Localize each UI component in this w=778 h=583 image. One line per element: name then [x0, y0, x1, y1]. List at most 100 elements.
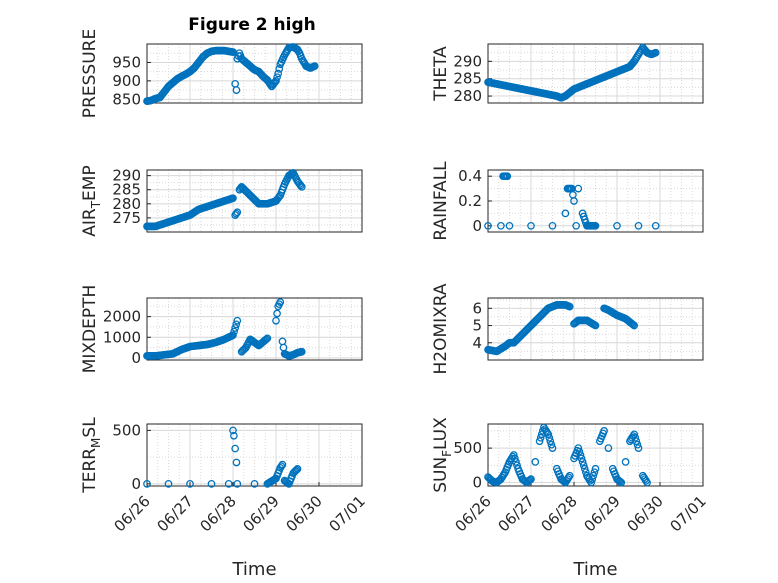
data-point	[579, 461, 588, 470]
y-axis-label: RAINFALL	[431, 161, 451, 241]
data-point	[559, 476, 568, 485]
data-point	[164, 480, 173, 488]
data-point	[590, 468, 599, 477]
y-axis-label: MIXDEPTH	[80, 285, 100, 374]
data-point	[628, 319, 636, 328]
y-tick-label: 280	[453, 87, 482, 105]
data-point	[232, 209, 241, 218]
data-point	[297, 183, 306, 191]
x-tick-label: 07/01	[326, 492, 369, 535]
data-point	[292, 466, 301, 474]
axes-box	[487, 423, 704, 487]
data-point	[526, 476, 534, 484]
data-point	[497, 221, 505, 230]
y-tick-label: 5	[472, 317, 482, 335]
data-point	[569, 190, 577, 199]
x-axis-label: Time	[231, 559, 276, 580]
data-point	[589, 471, 598, 480]
y-tick-label: 0	[472, 474, 482, 492]
x-tick-label: 06/30	[283, 492, 326, 535]
y-tick-label: 0	[472, 217, 482, 235]
data-point	[229, 331, 237, 340]
data-point	[293, 465, 302, 473]
data-point	[574, 184, 583, 193]
y-tick-label: 290	[453, 52, 482, 70]
data-point	[509, 451, 518, 459]
subplot-6: 0 500 TERRMSL 06/26 06/27 06/28 06/29 06/30 07/0…	[80, 417, 369, 580]
data-point	[278, 460, 287, 469]
data-point	[272, 316, 280, 325]
data-point	[565, 471, 574, 480]
data-point	[535, 437, 544, 446]
data-point	[229, 426, 237, 435]
data-point	[505, 221, 514, 230]
data-point	[613, 221, 621, 230]
y-tick-label: 950	[112, 53, 141, 71]
y-tick-label: 285	[453, 70, 482, 88]
subplot-3: 0 0.2 0.4 RAINFALL	[431, 161, 704, 241]
data-point	[261, 336, 270, 344]
y-tick-label: 900	[112, 72, 141, 90]
data-point	[633, 440, 642, 449]
data-point	[617, 478, 626, 487]
y-tick-label: 0	[131, 475, 141, 493]
data-point	[207, 480, 216, 488]
data-point	[511, 454, 519, 463]
data-point	[616, 477, 625, 486]
data-point	[229, 194, 237, 203]
data-point	[580, 464, 589, 473]
data-point	[538, 427, 547, 435]
y-tick-label: 2000	[103, 308, 141, 326]
data-point	[233, 316, 242, 325]
y-axis-label: AIRTEMP	[80, 165, 103, 236]
data-point	[531, 458, 540, 466]
y-tick-label: 500	[112, 421, 141, 439]
data-point	[232, 86, 241, 94]
data-point	[587, 478, 596, 487]
data-point	[527, 221, 535, 230]
data-point	[296, 181, 305, 190]
data-point	[632, 437, 641, 446]
data-point	[262, 335, 271, 344]
data-point	[565, 302, 574, 311]
x-tick-label: 06/29	[240, 492, 283, 535]
data-point	[278, 337, 287, 346]
data-point	[277, 462, 286, 471]
data-point	[548, 444, 557, 452]
data-point	[250, 480, 259, 488]
data-point	[575, 447, 584, 456]
y-tick-label: 0.2	[458, 192, 482, 210]
data-point	[232, 458, 241, 467]
x-tick-label: 06/26	[111, 492, 154, 535]
x-tick-label: 06/26	[452, 492, 495, 535]
data-point	[630, 321, 639, 330]
data-point	[273, 73, 281, 82]
data-point	[561, 209, 570, 218]
data-point	[263, 334, 272, 343]
data-point	[548, 221, 557, 230]
data-point	[276, 298, 285, 306]
data-point	[231, 444, 239, 453]
x-tick-label: 07/01	[667, 492, 710, 535]
data-point	[274, 69, 282, 78]
y-axis-label: H2OMIXRA	[431, 283, 451, 374]
data-point	[272, 77, 280, 85]
data-point	[591, 321, 600, 330]
data-point	[275, 65, 284, 73]
data-point	[297, 347, 306, 356]
y-axis-label: TERRMSL	[80, 417, 103, 494]
data-point	[282, 478, 291, 487]
y-tick-label: 4	[472, 334, 482, 352]
data-point	[621, 458, 630, 466]
y-axis-label: THETA	[431, 46, 451, 102]
data-point	[512, 458, 520, 466]
data-point	[536, 433, 545, 442]
data-point	[232, 320, 241, 329]
data-point	[643, 478, 651, 487]
y-tick-label: 290	[112, 167, 141, 185]
data-point	[629, 320, 637, 329]
data-point	[634, 221, 643, 230]
